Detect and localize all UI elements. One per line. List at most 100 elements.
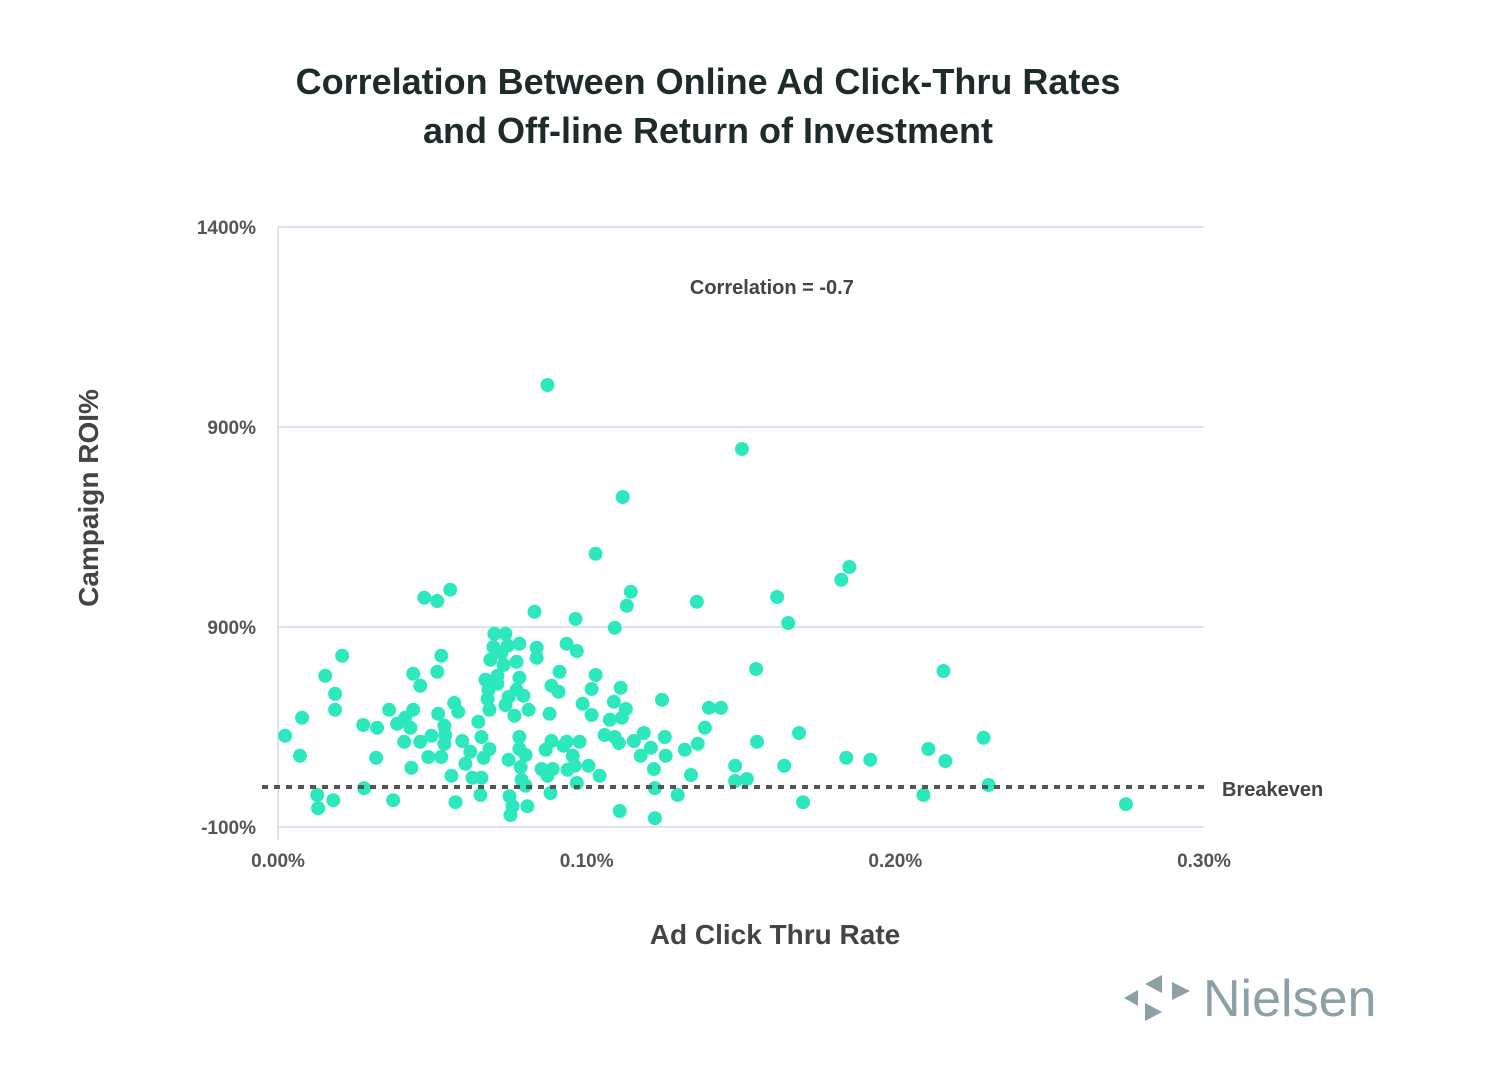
data-point [529,640,544,655]
data-point [658,748,673,763]
data-point [500,638,515,653]
data-point [328,702,343,717]
data-point [839,750,854,765]
data-point [559,734,574,749]
data-point [326,793,341,808]
data-point [670,788,685,802]
data-point [623,584,638,599]
data-point [417,590,432,605]
data-point [431,706,446,721]
data-point [916,788,931,802]
data-point [612,804,627,818]
data-point [434,648,449,663]
data-point [518,748,533,762]
data-point [482,742,497,756]
data-point [413,678,428,693]
data-point [607,620,622,635]
data-point [356,718,371,732]
data-point [357,781,372,796]
nielsen-logo: Nielsen [1124,970,1376,1028]
data-point [438,728,453,742]
data-point [734,442,749,456]
y-tick-labels: 1400% 900% 900% -100% [197,218,256,839]
correlation-annotation: Correlation = -0.7 [690,277,854,299]
data-point [643,740,658,755]
data-point [544,734,559,748]
data-point [507,708,522,723]
data-point [292,748,307,763]
data-point [397,734,412,749]
data-point [543,786,558,800]
data-point [509,654,524,669]
data-point [584,708,599,722]
x-tick-labels: 0.00% 0.10% 0.20% 0.30% [251,851,1231,872]
data-point [370,720,385,735]
data-point [646,762,661,776]
x-tick-label: 0.00% [251,851,305,872]
data-point [584,682,599,696]
data-point [602,712,617,727]
data-point [750,734,765,749]
data-point [739,772,754,786]
data-point [796,795,811,810]
data-point [545,762,560,776]
data-point [421,750,436,764]
breakeven-label: Breakeven [1222,779,1323,801]
data-point [458,756,473,771]
data-point [444,768,459,783]
data-point [777,758,792,773]
data-point [551,684,566,699]
data-point [404,760,419,775]
data-point [657,730,672,744]
chart-title-line-2: and Off-line Return of Investment [423,110,993,151]
data-point [295,710,310,725]
data-point [406,666,421,681]
y-tick-label: 900% [207,418,256,439]
data-point [501,752,516,767]
data-point [611,736,626,750]
data-point [463,744,478,759]
data-point [552,664,567,679]
data-point [542,706,557,721]
data-point [936,664,951,678]
data-point [938,754,953,768]
data-point [1118,797,1133,812]
data-point [613,680,628,695]
x-tick-label: 0.30% [1177,851,1231,872]
logo-text: Nielsen [1203,970,1376,1028]
data-point [520,799,535,814]
data-point [424,728,439,743]
data-point [540,378,555,392]
data-point [516,688,531,703]
data-point [474,730,489,744]
y-tick-label: 900% [207,618,256,639]
chart-title-line-1: Correlation Between Online Ad Click-Thru… [296,61,1121,102]
data-point [834,572,849,587]
data-point [677,742,692,757]
data-point [474,770,489,785]
data-point [619,598,634,613]
data-point [572,734,587,749]
data-point [521,702,536,717]
data-point [633,748,648,763]
data-point [921,742,936,756]
data-point [451,704,466,719]
data-point [512,730,527,744]
data-point [382,702,397,717]
data-point [654,692,669,707]
data-point [770,590,785,604]
x-axis-label: Ad Click Thru Rate [650,919,900,950]
data-point [606,694,621,709]
y-tick-label: -100% [201,818,256,839]
data-point [318,668,333,683]
data-point [842,560,857,574]
data-point [647,811,662,826]
y-tick-label: 1400% [197,218,256,239]
data-point [575,696,590,711]
data-point [527,604,542,619]
data-point [728,774,743,788]
data-point [697,720,712,735]
data-point [310,788,325,802]
data-point [728,758,743,773]
data-point [278,728,293,743]
